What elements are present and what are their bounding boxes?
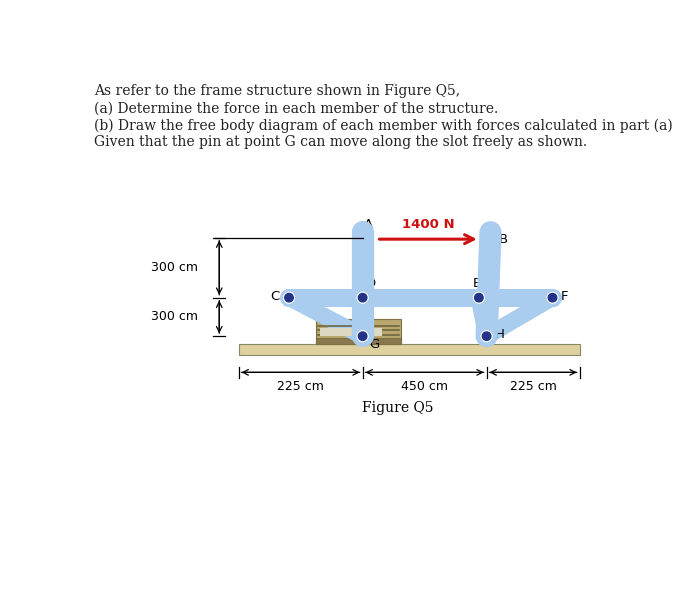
Bar: [316, 337, 401, 344]
Circle shape: [547, 293, 558, 303]
Bar: [316, 319, 401, 344]
Text: B: B: [498, 234, 508, 246]
Bar: [320, 328, 382, 336]
Text: 300 cm: 300 cm: [150, 310, 197, 324]
Circle shape: [357, 293, 368, 303]
Bar: [239, 344, 580, 356]
Text: 300 cm: 300 cm: [150, 261, 197, 274]
Text: 225 cm: 225 cm: [510, 380, 556, 393]
Text: G: G: [369, 337, 379, 351]
Circle shape: [358, 293, 367, 302]
Circle shape: [481, 331, 492, 342]
Text: (b) Draw the free body diagram of each member with forces calculated in part (a): (b) Draw the free body diagram of each m…: [94, 118, 673, 133]
Text: 1400 N: 1400 N: [402, 219, 454, 231]
Text: 450 cm: 450 cm: [401, 380, 448, 393]
Text: (a) Determine the force in each member of the structure.: (a) Determine the force in each member o…: [94, 101, 498, 115]
Circle shape: [473, 293, 484, 303]
Circle shape: [481, 331, 492, 342]
Text: H: H: [494, 328, 504, 341]
Circle shape: [547, 293, 558, 303]
Circle shape: [284, 293, 295, 303]
Text: E: E: [473, 277, 482, 290]
Circle shape: [357, 331, 368, 342]
Circle shape: [358, 332, 367, 341]
Text: D: D: [365, 277, 376, 290]
Text: Given that the pin at point G can move along the slot freely as shown.: Given that the pin at point G can move a…: [94, 135, 587, 149]
Text: 225 cm: 225 cm: [277, 380, 324, 393]
Circle shape: [285, 293, 293, 302]
Text: C: C: [270, 290, 280, 303]
Text: As refer to the frame structure shown in Figure Q5,: As refer to the frame structure shown in…: [94, 84, 460, 98]
Circle shape: [357, 293, 368, 303]
Circle shape: [475, 293, 483, 302]
Circle shape: [473, 293, 484, 303]
Bar: [482, 333, 491, 344]
Circle shape: [284, 293, 295, 303]
Text: F: F: [560, 290, 568, 303]
Circle shape: [548, 293, 556, 302]
Text: Figure Q5: Figure Q5: [362, 401, 433, 415]
Circle shape: [357, 331, 368, 342]
Text: A: A: [364, 219, 373, 231]
Circle shape: [482, 332, 491, 341]
